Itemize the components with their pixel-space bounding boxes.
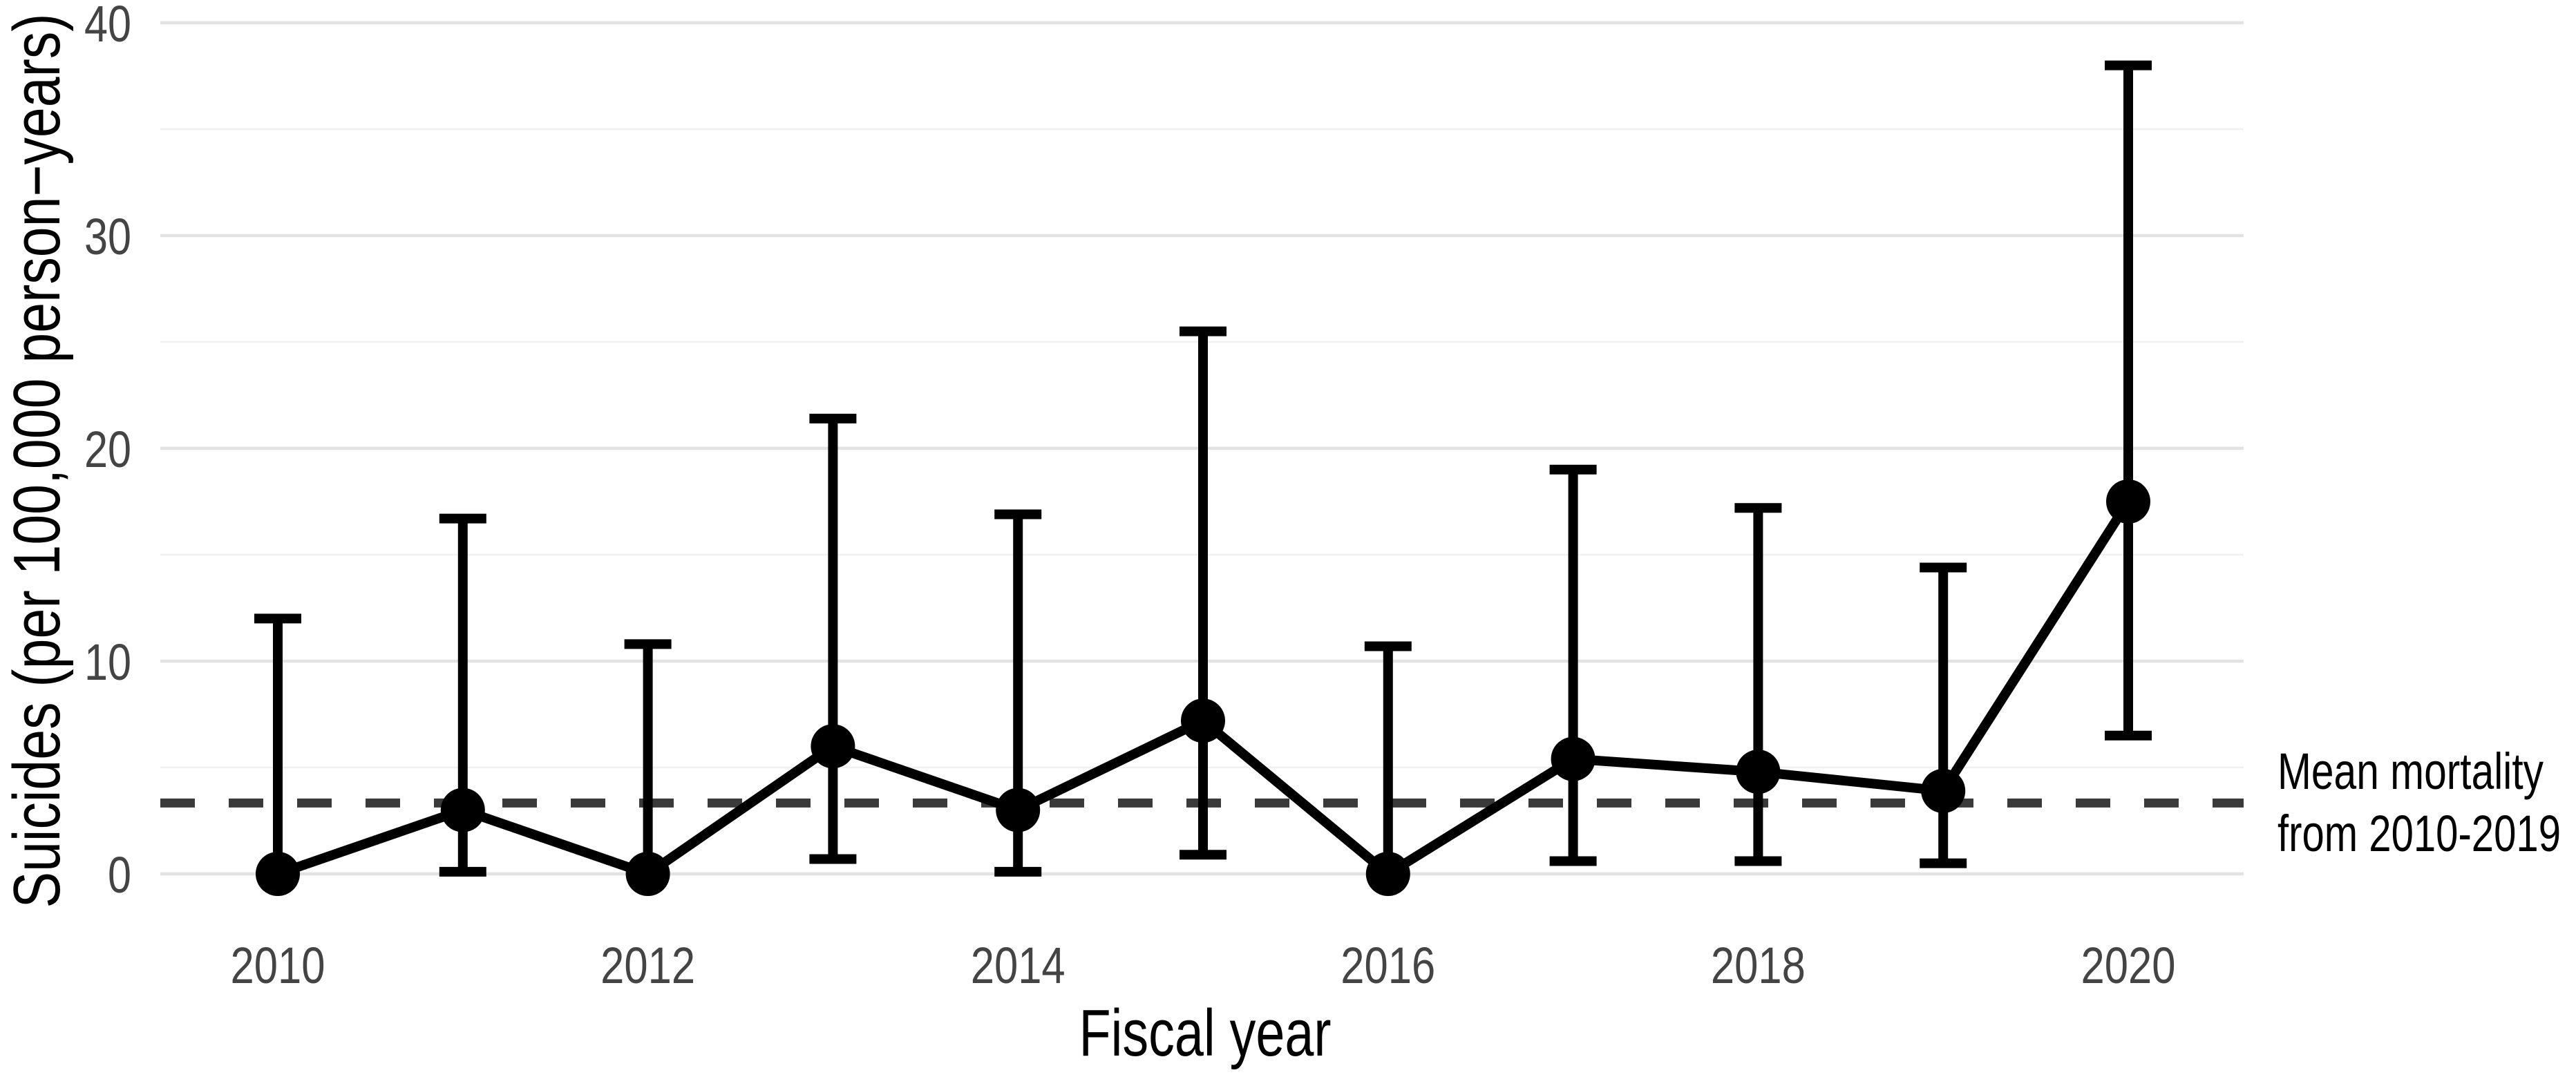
mean-line-label-line2: from 2010-2019 [2277,805,2561,862]
data-point-2015 [1181,698,1225,743]
y-axis-title: Suicides (per 100,000 person−years) [0,14,74,908]
y-tick-label: 20 [84,421,131,478]
data-point-2018 [1736,750,1781,794]
y-tick-label: 0 [108,846,131,904]
mean-line-label-line1: Mean mortality [2277,743,2544,800]
axis-tick-labels: 0 10 20 30 40 2010 2012 2014 2016 2018 2020 [84,0,2176,994]
y-tick-label: 40 [84,0,131,53]
x-tick-label: 2010 [231,937,325,994]
data-point-2020 [2106,479,2150,524]
y-tick-label: 30 [84,208,131,265]
data-point-2012 [625,852,670,896]
data-point-2017 [1551,736,1595,781]
x-tick-label: 2016 [1341,937,1435,994]
data-point-2014 [996,788,1041,832]
data-point-2010 [256,852,300,896]
x-tick-label: 2020 [2081,937,2176,994]
x-tick-label: 2018 [1711,937,1806,994]
data-point-2019 [1921,768,1966,813]
series-layer [254,60,2152,896]
data-point-2016 [1365,852,1410,896]
data-point-2013 [811,724,855,769]
x-axis-title: Fiscal year [1079,996,1332,1070]
y-tick-label: 10 [84,633,131,691]
data-point-2011 [440,788,485,832]
x-tick-label: 2014 [971,937,1066,994]
x-tick-label: 2012 [600,937,695,994]
